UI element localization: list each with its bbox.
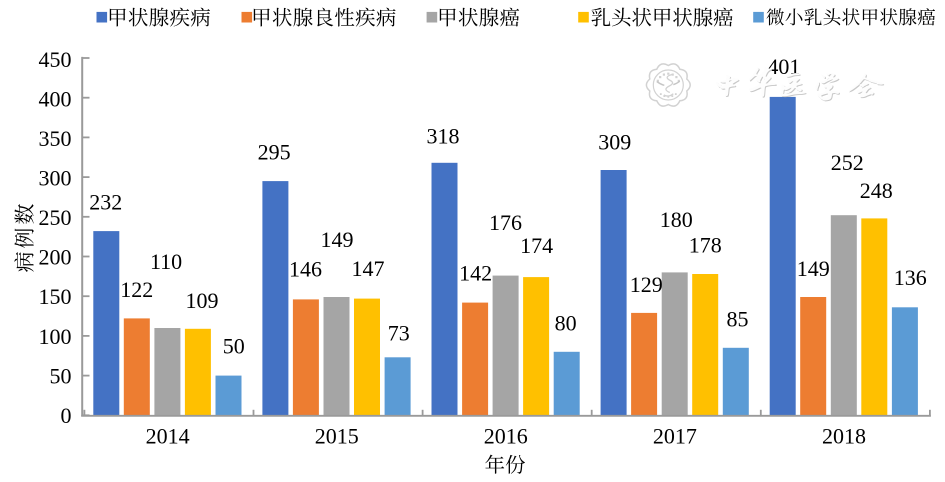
svg-text:232: 232 [89, 190, 122, 215]
svg-text:149: 149 [797, 256, 830, 281]
svg-text:100: 100 [39, 324, 72, 349]
svg-text:300: 300 [39, 166, 72, 191]
svg-text:248: 248 [860, 178, 893, 203]
svg-text:129: 129 [630, 272, 663, 297]
svg-text:147: 147 [352, 256, 385, 281]
svg-text:136: 136 [894, 265, 927, 290]
svg-text:309: 309 [598, 129, 631, 154]
svg-text:80: 80 [555, 311, 577, 336]
svg-text:2018: 2018 [822, 424, 866, 449]
svg-text:400: 400 [39, 87, 72, 112]
svg-text:2015: 2015 [315, 424, 359, 449]
svg-text:200: 200 [39, 245, 72, 270]
svg-text:450: 450 [39, 47, 72, 72]
svg-text:2016: 2016 [484, 424, 528, 449]
svg-text:318: 318 [427, 123, 460, 148]
svg-text:73: 73 [388, 320, 410, 345]
svg-text:122: 122 [120, 277, 153, 302]
svg-text:149: 149 [321, 227, 354, 252]
svg-text:176: 176 [489, 210, 522, 235]
svg-text:350: 350 [39, 126, 72, 151]
svg-text:110: 110 [150, 249, 182, 274]
svg-text:295: 295 [258, 140, 291, 165]
svg-text:252: 252 [831, 150, 864, 175]
svg-text:150: 150 [39, 284, 72, 309]
svg-text:146: 146 [289, 257, 322, 282]
svg-text:174: 174 [520, 233, 553, 258]
svg-text:2014: 2014 [146, 424, 190, 449]
svg-text:109: 109 [186, 288, 219, 313]
svg-text:50: 50 [223, 333, 245, 358]
svg-text:178: 178 [689, 232, 722, 257]
svg-text:85: 85 [727, 307, 749, 332]
svg-text:50: 50 [50, 363, 72, 388]
svg-text:180: 180 [660, 207, 693, 232]
svg-text:0: 0 [61, 403, 72, 428]
svg-text:250: 250 [39, 205, 72, 230]
svg-text:142: 142 [459, 260, 492, 285]
svg-text:2017: 2017 [653, 424, 697, 449]
